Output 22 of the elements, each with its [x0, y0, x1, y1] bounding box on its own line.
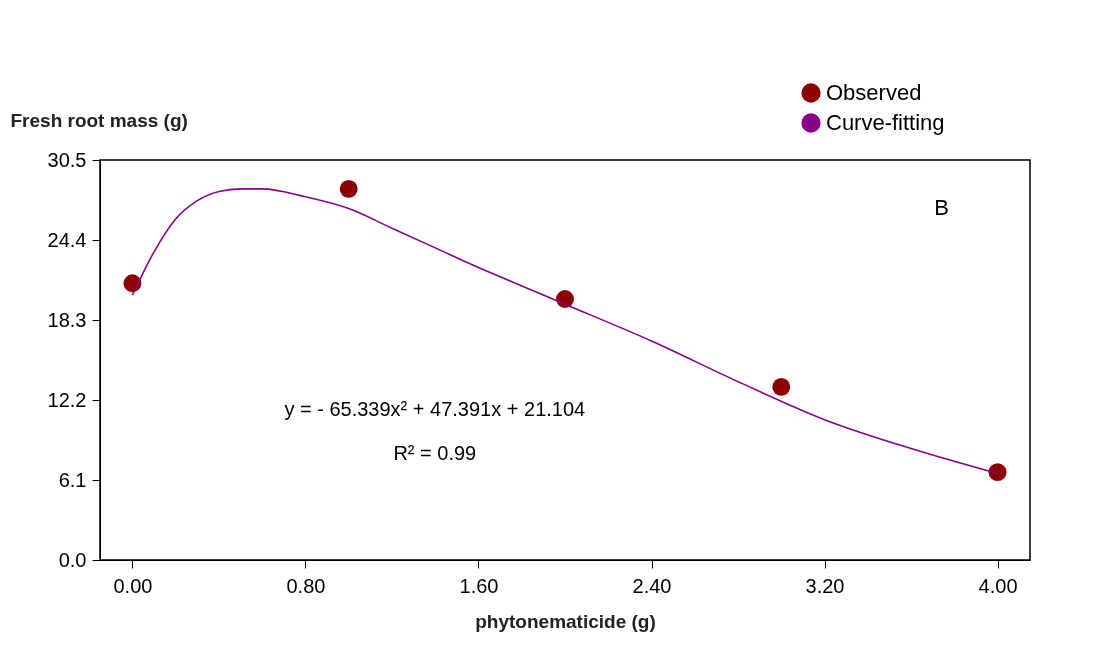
x-tick-label: 2.40 [632, 574, 672, 597]
y-tick-label: 6.1 [58, 468, 87, 491]
x-tick-label: 1.60 [459, 574, 499, 597]
x-axis-title: phytonematicide (g) [475, 610, 656, 632]
annotation: R² = 0.99 [393, 442, 477, 464]
point [339, 179, 358, 198]
x-tick-label: 0.00 [113, 574, 153, 597]
y-tick-label: 18.3 [47, 308, 87, 331]
point [988, 463, 1007, 482]
annotation: B [934, 195, 949, 220]
annotation: y = - 65.339x² + 47.391x + 21.104 [284, 398, 586, 420]
y-axis-title: Fresh root mass (g) [10, 109, 188, 131]
y-tick-label: 30.5 [47, 148, 87, 171]
x-tick-label: 0.80 [286, 574, 326, 597]
x-tick-label: 4.00 [978, 574, 1018, 597]
legend-label: Curve-fitting [826, 110, 945, 135]
point [772, 377, 791, 396]
y-tick-label: 24.4 [47, 228, 87, 251]
y-tick-label: 0.0 [58, 548, 87, 571]
y-tick-label: 12.2 [47, 388, 87, 411]
x-tick-label: 3.20 [805, 574, 845, 597]
legend-label: Observed [826, 80, 922, 105]
